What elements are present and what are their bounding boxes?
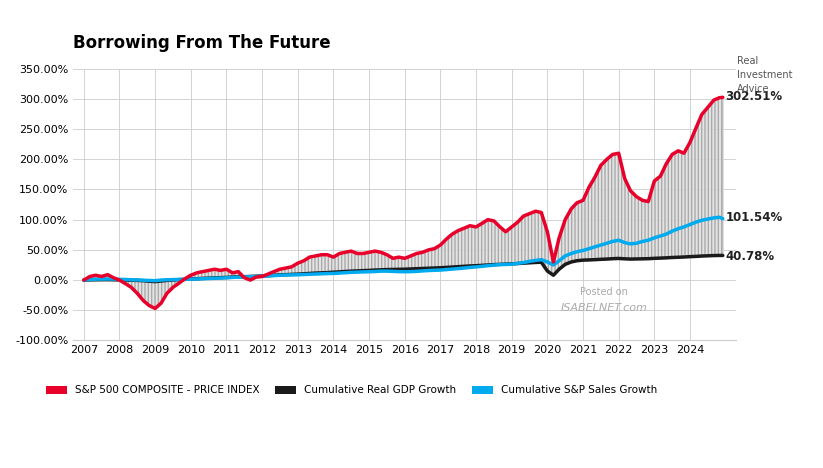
Text: 40.78%: 40.78% — [723, 250, 774, 263]
Text: Posted on: Posted on — [579, 286, 628, 297]
Text: 101.54%: 101.54% — [723, 211, 783, 224]
Text: Borrowing From The Future: Borrowing From The Future — [73, 34, 331, 52]
Text: ISABELNET.com: ISABELNET.com — [560, 303, 647, 313]
Text: 302.51%: 302.51% — [723, 90, 783, 102]
Text: Real
Investment
Advice: Real Investment Advice — [737, 56, 792, 94]
Legend: S&P 500 COMPOSITE - PRICE INDEX, Cumulative Real GDP Growth, Cumulative S&P Sale: S&P 500 COMPOSITE - PRICE INDEX, Cumulat… — [42, 381, 662, 399]
